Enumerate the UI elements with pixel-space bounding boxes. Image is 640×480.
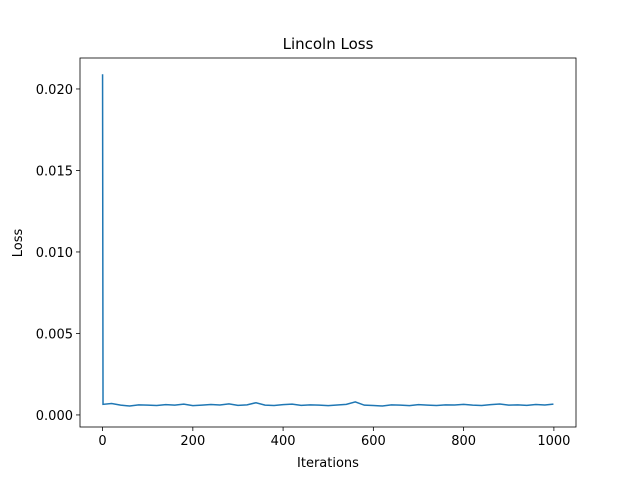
loss-line [101,74,554,407]
y-axis-label: Loss [11,229,26,258]
x-tick-label: 800 [451,434,476,449]
x-tick-label: 200 [180,434,205,449]
y-tick-label: 0.000 [36,409,73,424]
y-tick-label: 0.010 [36,246,73,261]
plot-frame [79,57,577,428]
x-tick-label: 400 [271,434,296,449]
chart-title: Lincoln Loss [283,35,374,53]
x-tick-label: 1000 [537,434,570,449]
y-tick-label: 0.020 [36,83,73,98]
y-tick-label: 0.015 [36,164,73,179]
y-tick-label: 0.005 [36,327,73,342]
x-tick-label: 0 [98,434,106,449]
x-axis-label: Iterations [297,456,359,471]
x-tick-label: 600 [361,434,386,449]
